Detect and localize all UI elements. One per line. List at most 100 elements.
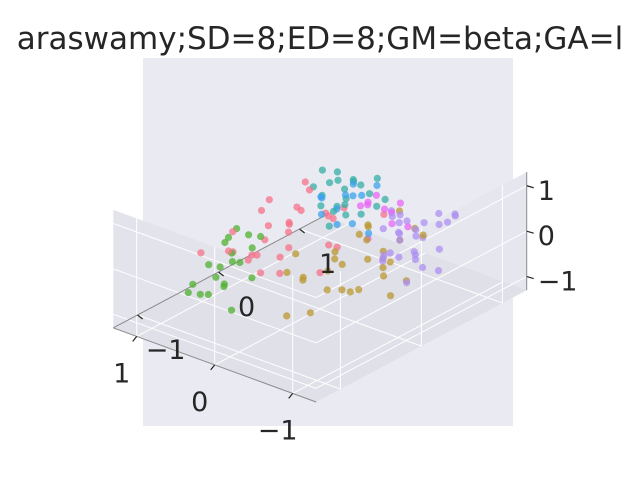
scatter-point — [380, 272, 388, 280]
scatter-point — [412, 232, 420, 240]
scatter-point — [372, 191, 380, 199]
scatter-point — [236, 258, 244, 267]
scatter-point — [381, 195, 389, 203]
scatter-point — [386, 292, 395, 300]
scatter-point — [248, 274, 256, 282]
scatter-point — [283, 312, 291, 320]
scatter-point — [229, 228, 237, 236]
scatter-point — [403, 217, 411, 225]
scatter-point — [292, 250, 300, 258]
scatter-point — [403, 279, 411, 287]
scatter-point — [338, 260, 346, 268]
scatter-point — [334, 176, 342, 184]
scatter-point — [356, 202, 365, 210]
scatter-point — [373, 181, 381, 190]
grid-line — [136, 224, 348, 337]
scatter-point — [184, 289, 192, 297]
grid-line — [315, 230, 527, 344]
x-tick-mark — [210, 364, 216, 371]
scatter-point — [364, 223, 372, 231]
scatter-point — [386, 258, 394, 266]
scatter-point — [435, 245, 443, 253]
x-axis-line — [113, 327, 317, 403]
scatter-point — [244, 256, 252, 264]
scatter-point — [248, 251, 256, 259]
scatter-point — [333, 168, 341, 176]
scatter-point — [323, 286, 331, 294]
scatter-point — [301, 178, 309, 186]
scatter-point — [395, 253, 403, 261]
scatter-point — [318, 194, 326, 202]
scatter-point — [355, 286, 363, 294]
grid-line — [315, 185, 527, 298]
scatter-point — [283, 268, 291, 276]
scatter-point — [396, 199, 404, 207]
scatter-point — [212, 273, 220, 281]
scatter-point — [331, 248, 339, 256]
scatter-point — [380, 210, 388, 218]
grid-line — [218, 271, 422, 347]
scatter-point — [324, 267, 332, 275]
scatter-point — [224, 247, 233, 255]
grid-line — [113, 222, 317, 299]
scatter-point — [325, 241, 333, 249]
scatter-point — [365, 229, 373, 237]
scatter-point — [325, 222, 333, 230]
x-tick-mark — [132, 336, 138, 342]
scatter-point — [386, 249, 394, 257]
scatter-point — [299, 276, 307, 284]
scatter-point — [264, 222, 272, 230]
scatter-point — [443, 218, 452, 226]
z-tick-label: −1 — [538, 267, 578, 298]
scatter-point — [388, 220, 396, 228]
scatter-point — [373, 174, 381, 182]
scatter-point — [205, 261, 213, 269]
y-tick-mark — [218, 271, 224, 277]
scatter-point — [419, 263, 427, 272]
scatter-point — [284, 228, 293, 236]
scatter-point — [306, 309, 314, 317]
scatter-point — [412, 226, 420, 234]
scatter-point — [396, 211, 404, 219]
scatter-point — [257, 232, 265, 241]
tick-marks — [132, 185, 534, 399]
scatter-point — [342, 211, 350, 219]
scatter-point — [451, 212, 459, 220]
scatter-point — [316, 269, 324, 277]
scatter-point — [333, 220, 341, 229]
y-tick-label: 1 — [319, 249, 336, 280]
y-tick-mark — [137, 314, 143, 320]
scatter-point — [265, 196, 273, 204]
scatter-point — [341, 185, 349, 193]
scatter-point — [216, 263, 224, 271]
scatter-point — [404, 223, 412, 231]
x-tick-label: 1 — [113, 358, 130, 389]
scatter-point — [373, 202, 381, 210]
scatter-point — [395, 219, 403, 227]
scatter-point — [326, 179, 334, 187]
z-tick-mark — [526, 185, 534, 189]
scatter-point — [379, 257, 387, 265]
scatter-point — [317, 210, 326, 218]
x-tick-mark — [288, 393, 294, 399]
x-tick-label: −1 — [258, 415, 298, 446]
scatter-point — [349, 180, 357, 188]
scatter-point — [364, 255, 372, 263]
y-tick-label: −1 — [146, 335, 186, 366]
scatter-point — [276, 269, 284, 277]
scatter-point — [220, 283, 228, 291]
scatter-point — [363, 236, 371, 244]
scatter-point — [228, 258, 236, 266]
scatter-point — [379, 264, 387, 272]
scatter-point — [379, 225, 387, 233]
scatter-point — [189, 280, 197, 288]
scatter-point — [346, 288, 354, 296]
scatter-point — [204, 290, 212, 299]
scatter-point — [388, 212, 396, 221]
scatter-point — [411, 251, 419, 259]
y-tick-label: 0 — [238, 292, 255, 323]
scatter-point — [221, 238, 229, 247]
scatter-point — [305, 186, 314, 194]
scatter-point — [227, 306, 236, 314]
scatter-point — [338, 286, 346, 294]
